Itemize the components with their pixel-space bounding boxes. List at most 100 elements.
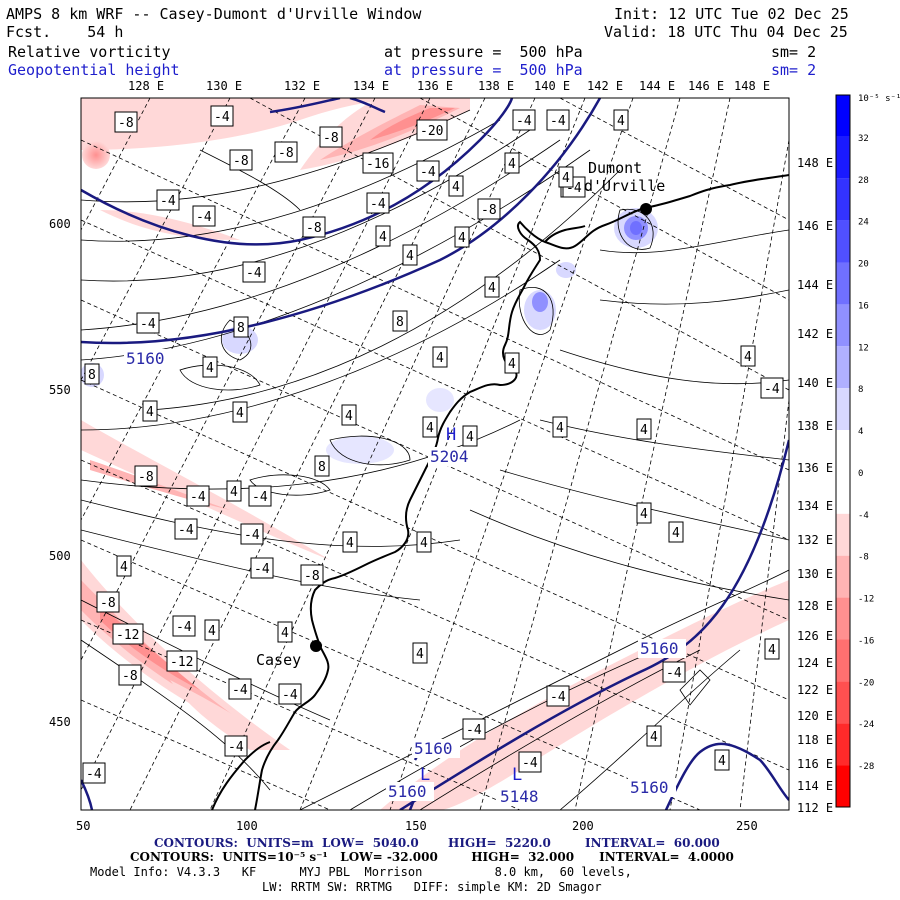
vorticity-label-box — [422, 416, 438, 438]
vorticity-label-box — [504, 352, 520, 374]
vorticity-label-box — [477, 198, 501, 220]
vorticity-label: 8 — [88, 368, 96, 383]
vorticity-label-box — [613, 109, 629, 131]
vorticity-label-box — [112, 623, 144, 645]
field2-level: at pressure = 500 hPa — [384, 61, 583, 79]
vorticity-label-box — [242, 261, 266, 283]
vorticity-label-box — [646, 725, 662, 747]
x-tick-label: 200 — [572, 819, 594, 833]
vorticity-label: -4 — [190, 490, 206, 505]
latitude-label: 144 E — [797, 278, 833, 292]
vorticity-label: 4 — [640, 423, 648, 438]
vorticity-label-box — [226, 480, 242, 502]
longitude-label: 134 E — [353, 79, 389, 93]
vorticity-label: -8 — [118, 116, 134, 131]
vorticity-label-box — [319, 126, 343, 148]
colorbar-level-label: -24 — [858, 720, 874, 730]
low-center-marker-1: L — [420, 765, 430, 785]
colorbar-level-label: -28 — [858, 762, 874, 772]
vorticity-label: -4 — [550, 114, 566, 129]
vorticity-label: 8 — [318, 460, 326, 475]
vorticity-label: -8 — [306, 221, 322, 236]
vorticity-label-box — [232, 401, 248, 423]
height-label-bg — [386, 782, 434, 801]
low-center-marker-2: L — [512, 765, 522, 785]
vorticity-label-box — [210, 105, 234, 127]
vorticity-label-box — [274, 141, 298, 163]
vorticity-label-box — [136, 312, 160, 334]
vorticity-label-box — [432, 346, 448, 368]
y-tick-label: 500 — [49, 549, 71, 563]
height-contour-info-high: HIGH= 5220.0 — [448, 836, 551, 850]
casey-station-marker — [310, 640, 322, 652]
vorticity-label-box — [156, 189, 180, 211]
colorbar-swatch — [836, 388, 850, 431]
colorbar-swatch — [836, 220, 850, 263]
vorticity-label-box — [668, 521, 684, 543]
height-contour-labels: 5160 5160 5160 5160 5160 5148 5204 — [124, 349, 686, 806]
vorticity-label: 4 — [416, 647, 424, 662]
height-label-bg — [638, 639, 686, 658]
colorbar-unit-label: 10⁻⁵ s⁻¹ — [858, 94, 900, 104]
latitude-label: 138 E — [797, 419, 833, 433]
vorticity-label: 4 — [650, 730, 658, 745]
vorticity-label-box — [552, 416, 568, 438]
colorbar-level-label: 24 — [858, 218, 869, 228]
vorticity-label: 4 — [406, 249, 414, 264]
coastline — [211, 174, 789, 810]
vorticity-label: -4 — [550, 690, 566, 705]
vorticity-label: 4 — [458, 231, 466, 246]
vorticity-label: -4 — [252, 490, 268, 505]
colorbar-swatch — [836, 430, 850, 472]
height-label: 5160 — [126, 349, 165, 368]
vorticity-label: -4 — [466, 723, 482, 738]
vorticity-label-box — [714, 749, 730, 771]
vorticity-label: -4 — [516, 114, 532, 129]
vorticity-label: -12 — [116, 628, 139, 643]
vorticity-label-box — [96, 591, 120, 613]
height-label-bg — [498, 787, 546, 806]
height-contour-info-low: CONTOURS: UNITS=m LOW= 5040.0 — [154, 836, 419, 850]
vorticity-label: 4 — [718, 754, 726, 769]
vorticity-label-box — [250, 557, 274, 579]
vorticity-contour-labels: -8-4-8-8-20-16-8-4-4-4-8-4-44-44448-844-… — [82, 105, 784, 784]
vorticity-label-box — [142, 400, 158, 422]
vorticity-label-box — [186, 485, 210, 507]
vorticity-label-box — [518, 751, 542, 773]
vorticity-label: 4 — [452, 180, 460, 195]
vorticity-label: 4 — [508, 157, 516, 172]
vorticity-label-box — [504, 152, 520, 174]
vorticity-label-box — [375, 225, 391, 247]
latitude-label: 120 E — [797, 709, 833, 723]
field2-name: Geopotential height — [8, 61, 180, 79]
vorticity-label-box — [172, 615, 196, 637]
vorticity-label: -8 — [278, 146, 294, 161]
vorticity-label: -4 — [214, 110, 230, 125]
vorticity-label-box — [278, 683, 302, 705]
vorticity-label: 8 — [237, 321, 245, 336]
dumont-label-line2: d'Urville — [584, 177, 665, 195]
x-tick-label: 50 — [76, 819, 90, 833]
colorbar-level-label: 8 — [858, 385, 863, 395]
vorticity-label-box — [740, 345, 756, 367]
height-label-bg — [428, 447, 476, 466]
vorticity-label-box — [224, 735, 248, 757]
longitude-label: 136 E — [417, 79, 453, 93]
vorticity-label: -4 — [244, 528, 260, 543]
vorticity-label-box — [174, 518, 198, 540]
latitude-labels: 148 E 146 E 144 E 142 E 140 E 138 E 136 E 134 E… — [797, 156, 833, 815]
field1-name: Relative vorticity — [8, 43, 171, 61]
height-label: 5160 — [388, 782, 427, 801]
colorbar-swatch — [836, 346, 850, 389]
vorticity-label-box — [512, 109, 536, 131]
vorticity-label: 4 — [420, 536, 428, 551]
height-label: 5160 — [640, 639, 679, 658]
colorbar-level-label: 12 — [858, 343, 869, 353]
axis-tick-labels: 50 100 150 200 250 600 550 500 450 — [49, 217, 758, 833]
longitude-label: 148 E — [734, 79, 770, 93]
vorticity-label-box — [402, 244, 418, 266]
vorticity-label-box — [636, 502, 652, 524]
vorticity-label: 4 — [640, 507, 648, 522]
y-tick-label: 600 — [49, 217, 71, 231]
vorticity-label: -4 — [764, 382, 780, 397]
